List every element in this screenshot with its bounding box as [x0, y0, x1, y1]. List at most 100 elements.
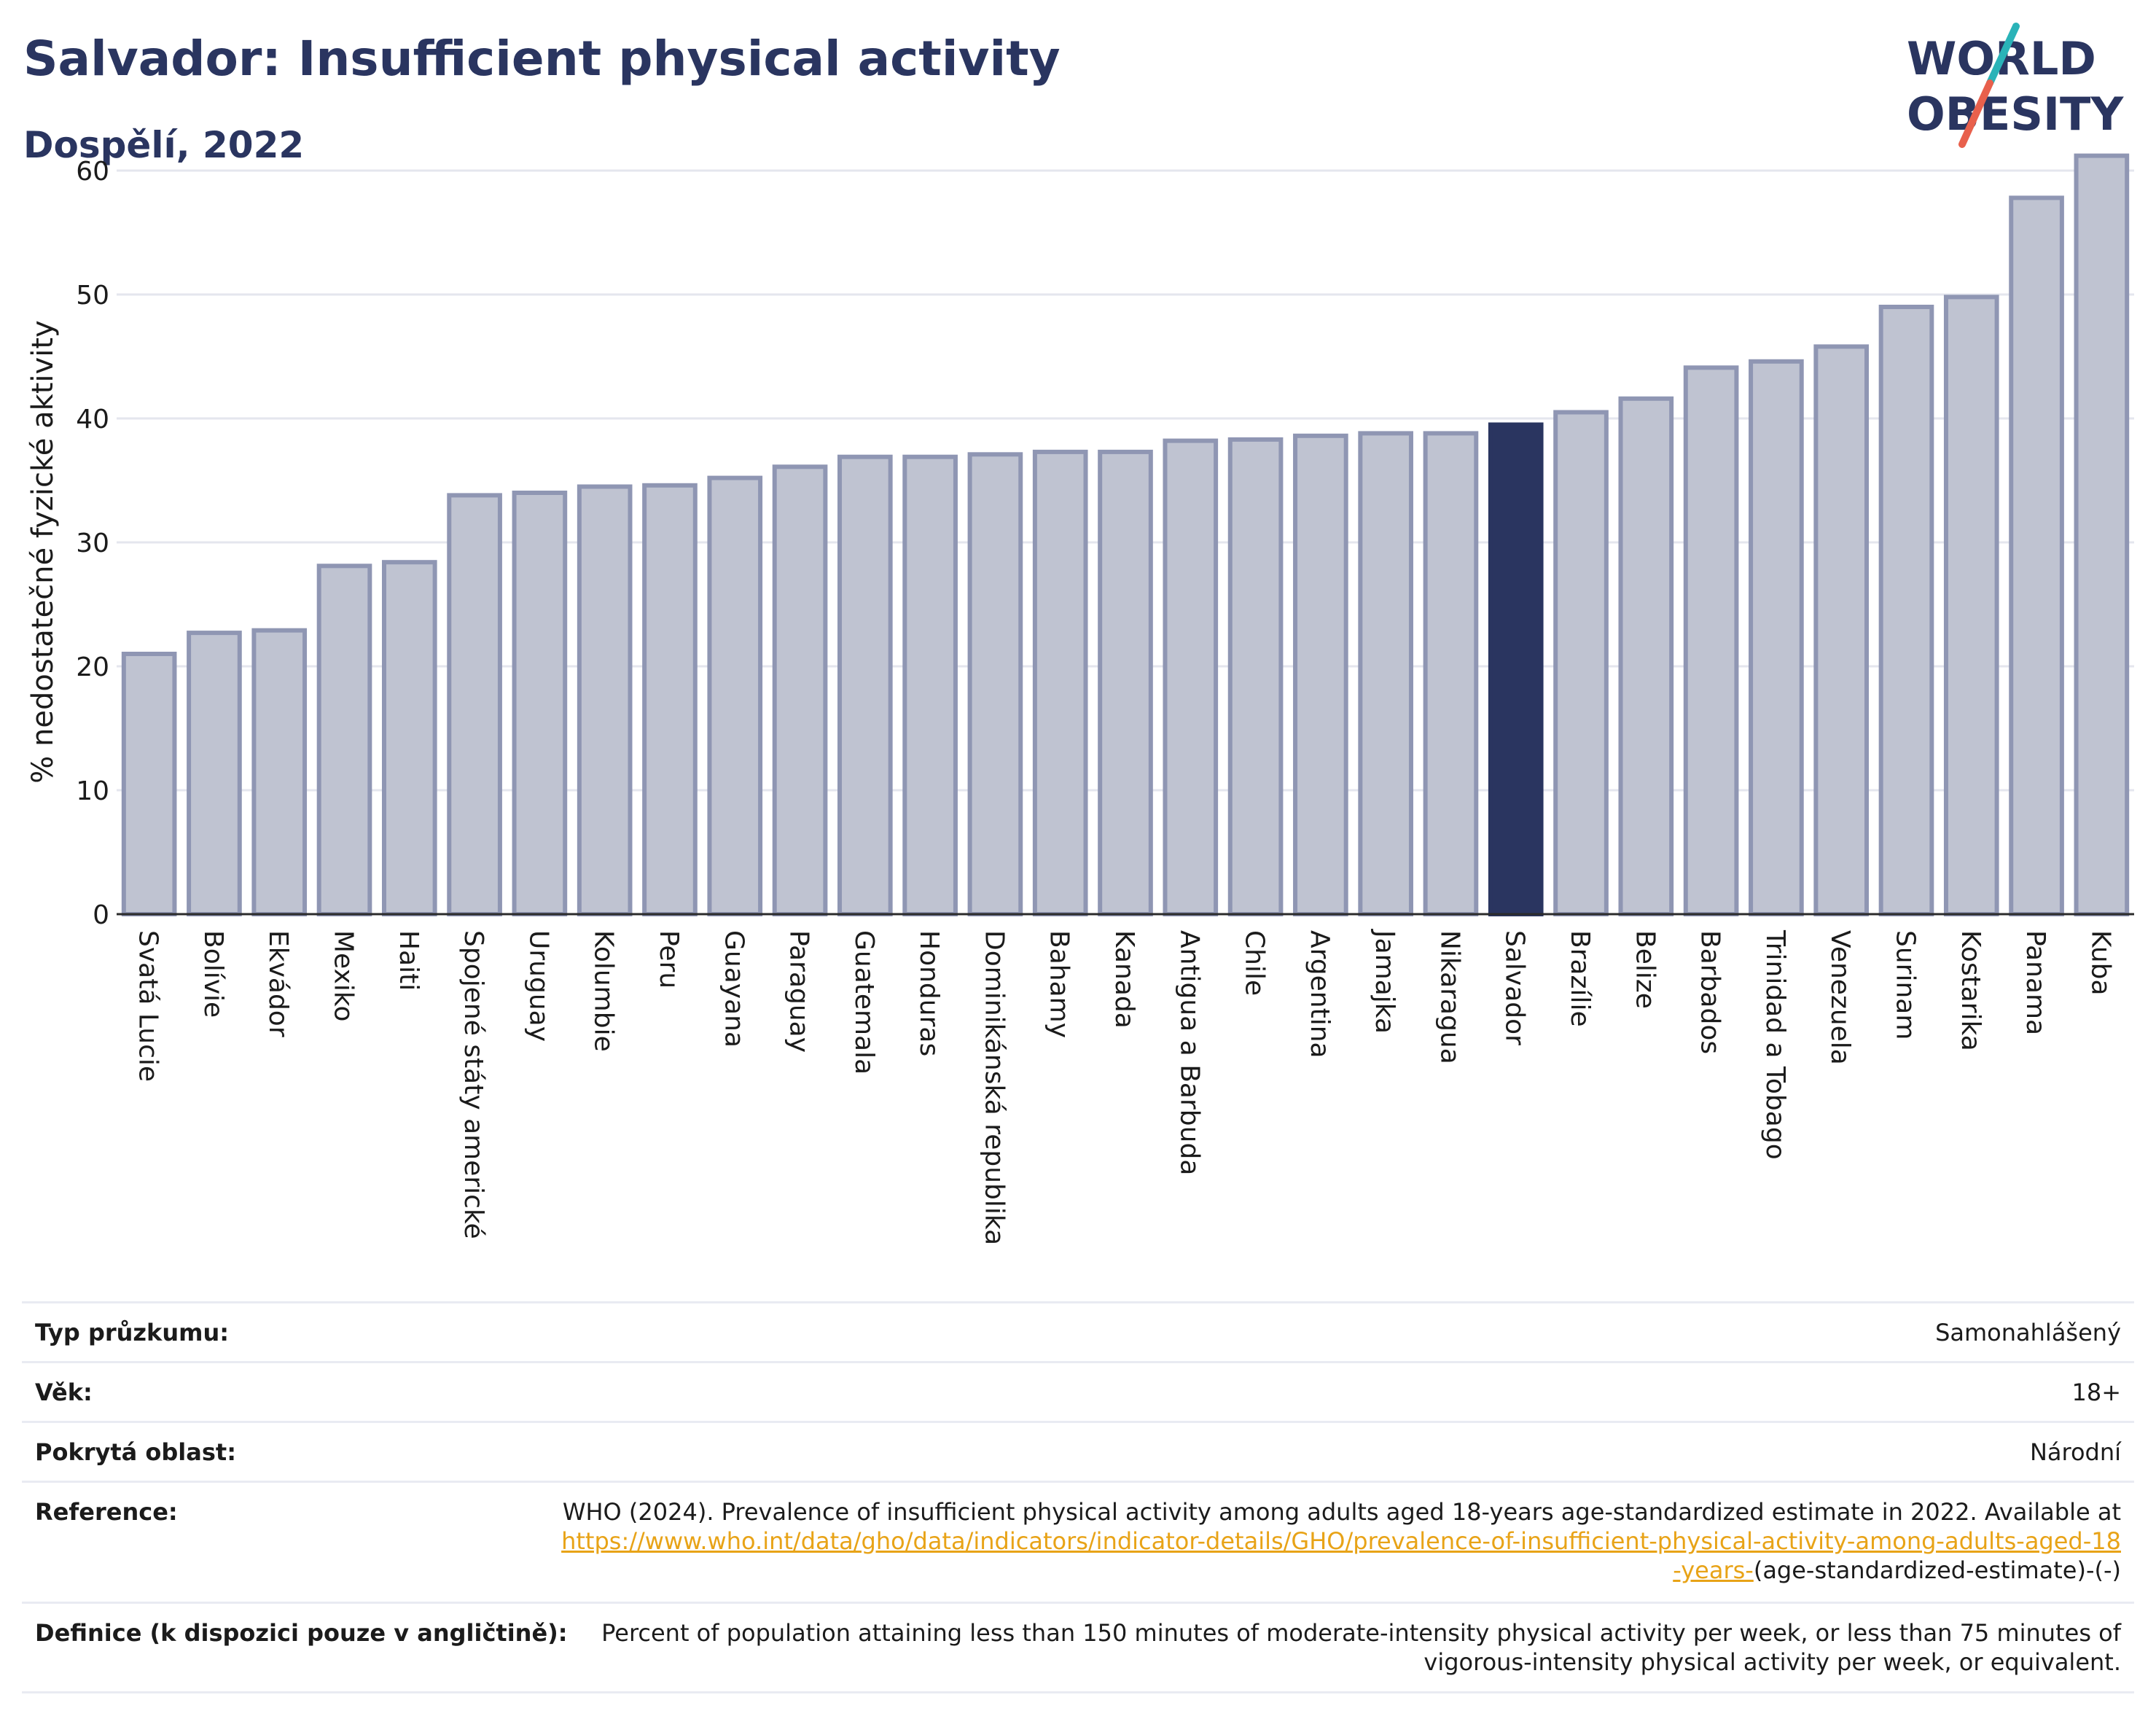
x-tick-label: Kuba [2085, 930, 2115, 996]
meta-label: Typ průzkumu: [35, 1319, 230, 1346]
survey-metadata-table: Typ průzkumu: Samonahlášený Věk: 18+ Pok… [22, 1301, 2134, 1693]
y-tick-label: 40 [76, 405, 109, 434]
bar [1098, 449, 1153, 916]
y-tick-label: 10 [76, 776, 109, 806]
bars [121, 153, 2130, 917]
x-tick-label: Bahamy [1044, 930, 1074, 1038]
bar [121, 652, 177, 916]
x-tick-label: Honduras [914, 930, 944, 1056]
meta-label: Pokrytá oblast: [35, 1438, 236, 1466]
x-tick-label: Panama [2020, 930, 2050, 1035]
meta-row-reference: Reference: WHO (2024). Prevalence of ins… [22, 1481, 2134, 1602]
x-tick-label: Spojené státy americké [458, 930, 488, 1239]
bar [577, 484, 633, 916]
bar [772, 464, 828, 916]
meta-label: Věk: [35, 1379, 93, 1406]
x-tick-label: Brazílie [1565, 930, 1595, 1027]
x-tick-label: Haiti [394, 930, 423, 991]
meta-row-definition: Definice (k dispozici pouze v angličtině… [22, 1602, 2134, 1693]
y-tick-label: 50 [76, 281, 109, 311]
bar [381, 560, 437, 916]
bar [837, 454, 893, 916]
x-tick-label: Uruguay [523, 930, 553, 1042]
bar [187, 631, 242, 916]
reference-suffix: (age-standardized-estimate)-(-) [1753, 1556, 2121, 1584]
x-tick-label: Ekvádor [263, 930, 293, 1037]
x-tick-label: Venezuela [1825, 930, 1855, 1065]
y-tick-label: 20 [76, 652, 109, 682]
bar [316, 564, 372, 916]
logo-word-obesity: OBESITY [1907, 87, 2124, 141]
bar [1227, 437, 1284, 916]
bar [707, 475, 763, 916]
world-obesity-logo-graphic: WORLD OBESITY [1907, 23, 2124, 148]
meta-label: Reference: [35, 1498, 178, 1526]
x-tick-label: Barbados [1695, 930, 1725, 1054]
bar [1293, 433, 1348, 916]
x-tick-label: Svatá Lucie [133, 930, 163, 1082]
bar [1813, 344, 1870, 916]
meta-value: Samonahlášený [1935, 1319, 2121, 1346]
bar [447, 493, 502, 916]
bar [2009, 195, 2064, 916]
x-tick-label: Paraguay [784, 930, 814, 1053]
x-tick-label: Bolívie [198, 930, 228, 1018]
bar [1032, 449, 1088, 916]
x-tick-label: Jamajka [1370, 929, 1399, 1034]
world-obesity-logo: WORLD OBESITY [1895, 22, 2143, 153]
y-axis-title: % nedostatečné fyzické aktivity [26, 320, 60, 783]
x-tick-label: Trinidad a Tobago [1760, 929, 1790, 1160]
x-tick-label: Peru [654, 930, 684, 989]
bar [1878, 305, 1934, 916]
x-axis-labels: Svatá Lucie Bolívie Ekvádor Mexiko Haiti Spoj… [133, 929, 2116, 1245]
x-tick-label: Belize [1630, 930, 1660, 1009]
x-tick-label: Nikaragua [1434, 930, 1464, 1064]
bar [251, 628, 308, 916]
bar [967, 452, 1023, 916]
x-tick-label: Chile [1240, 930, 1270, 996]
logo-slash-coral [1958, 79, 1993, 148]
x-tick-label: Antigua a Barbuda [1174, 930, 1204, 1175]
x-tick-label: Mexiko [329, 930, 359, 1021]
meta-value: Percent of population attaining less tha… [601, 1619, 2121, 1676]
bar [1553, 410, 1609, 916]
meta-row-age: Věk: 18+ [22, 1361, 2134, 1421]
bar-highlight [1488, 422, 1544, 916]
bar [642, 483, 698, 916]
x-tick-label: Surinam [1890, 930, 1920, 1040]
bar [1163, 438, 1219, 916]
bar [1618, 396, 1674, 916]
bar-chart: 0 10 20 30 40 50 60 Svatá Lucie Bolívie Ekvádor M… [26, 153, 2134, 1245]
bar [1683, 365, 1739, 916]
y-tick-label: 60 [76, 157, 109, 187]
x-tick-label: Salvador [1500, 930, 1530, 1045]
y-tick-label: 30 [76, 529, 109, 558]
x-tick-label: Guayana [719, 930, 749, 1048]
x-tick-label: Kanada [1109, 930, 1139, 1029]
bar [902, 454, 958, 916]
bar [512, 491, 568, 916]
reference-link[interactable]: https://www.who.int/data/gho/data/indica… [561, 1527, 2121, 1584]
page-subtitle: Dospělí, 2022 [23, 124, 305, 166]
meta-value: 18+ [2071, 1379, 2121, 1406]
meta-label: Definice (k dispozici pouze v angličtině… [35, 1619, 568, 1647]
meta-value: Národní [2029, 1438, 2121, 1466]
x-tick-label: Argentina [1305, 930, 1335, 1058]
meta-row-coverage: Pokrytá oblast: Národní [22, 1421, 2134, 1481]
y-tick-label: 0 [93, 900, 109, 930]
bar [1423, 431, 1479, 916]
x-tick-label: Kolumbie [589, 930, 619, 1052]
x-tick-label: Dominikánská republika [979, 930, 1009, 1245]
logo-slash-teal [1986, 23, 2020, 87]
y-axis-ticks: 0 10 20 30 40 50 60 [76, 157, 109, 930]
meta-row-survey-type: Typ průzkumu: Samonahlášený [22, 1301, 2134, 1361]
bar [1358, 431, 1413, 916]
meta-value-reference: WHO (2024). Prevalence of insufficient p… [561, 1497, 2134, 1585]
x-tick-label: Kostarika [1956, 930, 1985, 1051]
bar [1943, 295, 1999, 916]
bar [1749, 359, 1804, 916]
x-tick-label: Guatemala [849, 930, 879, 1075]
bar [2074, 153, 2130, 917]
reference-text: WHO (2024). Prevalence of insufficient p… [562, 1498, 2121, 1526]
page-title: Salvador: Insufficient physical activity [23, 31, 1061, 87]
